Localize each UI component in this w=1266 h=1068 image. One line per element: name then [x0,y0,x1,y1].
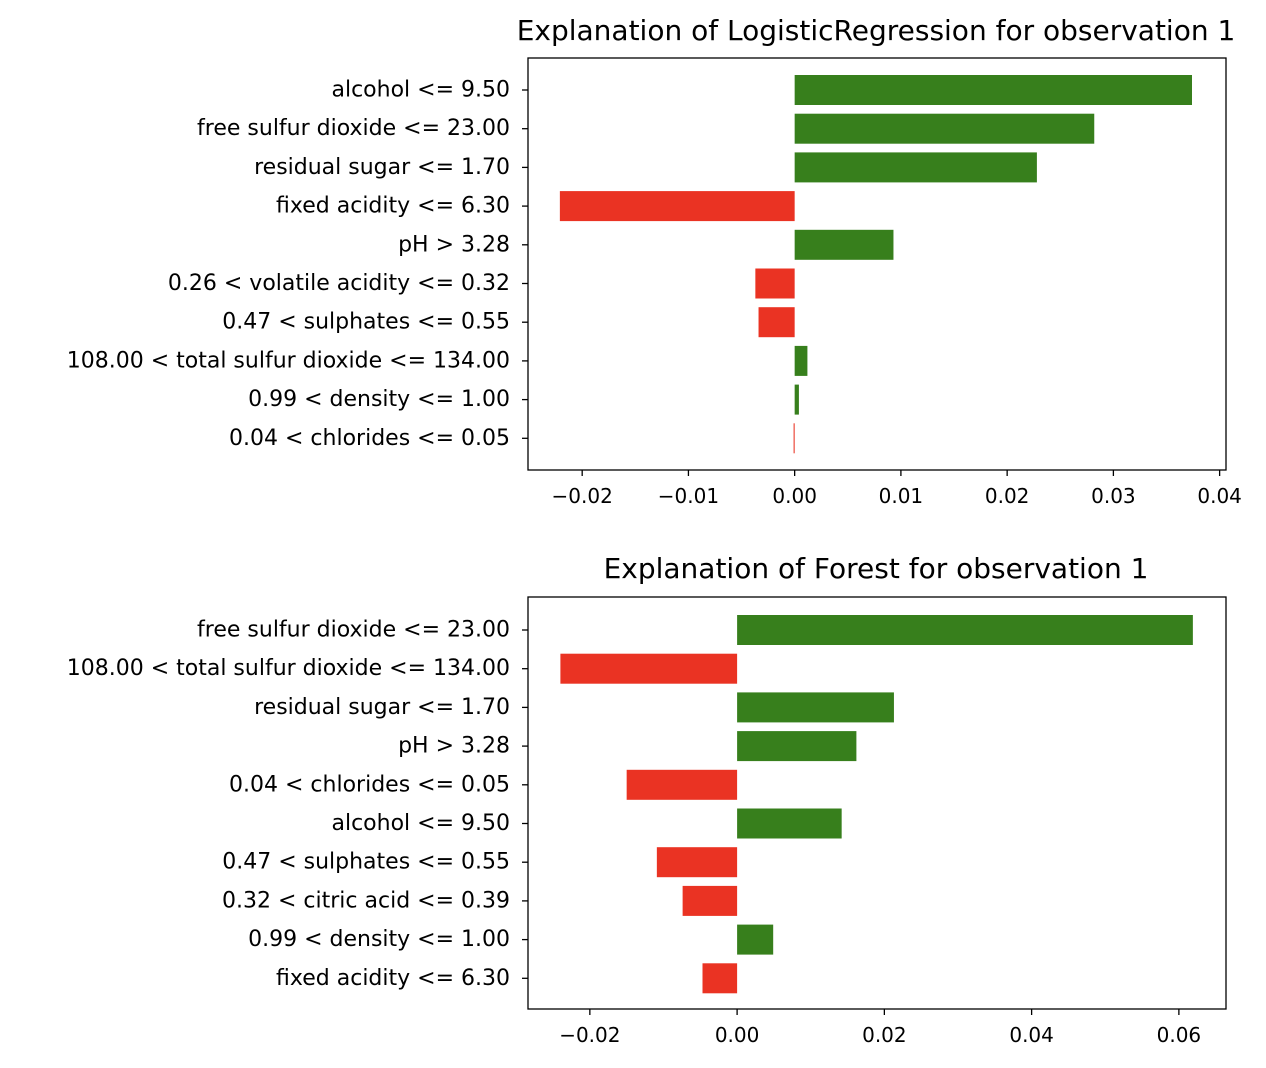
plot-frame [527,57,1227,471]
bar-5 [755,268,795,299]
category-label-9: 0.04 < chlorides <= 0.05 [229,426,510,451]
category-label-1: free sulfur dioxide <= 23.00 [197,116,510,141]
category-label-8: 0.99 < density <= 1.00 [248,927,510,952]
bar-6 [758,307,795,338]
x-tick-label-6: 0.04 [1197,484,1242,508]
bar-0 [794,75,1192,105]
x-tick-label-2: 0.00 [772,484,817,508]
chart-forest: Explanation of Forest for observation 1 … [67,552,1227,1047]
bar-9 [702,963,738,994]
x-tick-label-1: 0.00 [715,1023,760,1047]
category-label-5: 0.26 < volatile acidity <= 0.32 [168,271,510,296]
bar-8 [794,384,799,415]
category-label-6: 0.47 < sulphates <= 0.55 [222,850,510,875]
bar-6 [656,847,738,878]
bar-4 [794,229,894,260]
x-tick-label-3: 0.01 [879,484,924,508]
plot-frame [527,596,1227,1010]
bar-5 [737,808,842,839]
bar-3 [559,191,795,222]
category-label-4: 0.04 < chlorides <= 0.05 [229,772,510,797]
x-tick-label-1: −0.01 [658,484,719,508]
bar-2 [794,152,1037,183]
bar-8 [737,924,774,955]
bar-9 [793,423,795,454]
bar-7 [794,345,808,376]
category-label-7: 108.00 < total sulfur dioxide <= 134.00 [67,348,510,373]
x-tick-label-2: 0.02 [862,1023,907,1047]
bar-1 [560,653,738,684]
category-label-2: residual sugar <= 1.70 [254,155,510,180]
x-tick-label-0: −0.02 [559,1023,620,1047]
category-label-7: 0.32 < citric acid <= 0.39 [222,888,510,913]
bar-2 [737,692,894,723]
category-label-8: 0.99 < density <= 1.00 [248,387,510,412]
bar-7 [682,885,738,916]
category-label-3: pH > 3.28 [398,734,510,759]
bar-0 [737,615,1193,645]
chart-logistic-regression: Explanation of LogisticRegression for ob… [67,14,1242,508]
chart-title: Explanation of LogisticRegression for ob… [517,14,1236,47]
category-label-1: 108.00 < total sulfur dioxide <= 134.00 [67,656,510,681]
category-label-3: fixed acidity <= 6.30 [276,194,510,219]
category-label-4: pH > 3.28 [398,232,510,257]
x-tick-label-5: 0.03 [1091,484,1136,508]
bar-3 [737,731,857,762]
bar-4 [626,769,738,800]
category-label-6: 0.47 < sulphates <= 0.55 [222,310,510,335]
category-label-5: alcohol <= 9.50 [331,811,510,836]
category-label-0: free sulfur dioxide <= 23.00 [197,618,510,643]
category-label-9: fixed acidity <= 6.30 [276,966,510,991]
category-label-2: residual sugar <= 1.70 [254,695,510,720]
x-tick-label-3: 0.04 [1009,1023,1054,1047]
category-label-0: alcohol <= 9.50 [331,78,510,103]
x-tick-label-4: 0.02 [985,484,1030,508]
x-tick-label-0: −0.02 [552,484,613,508]
chart-title: Explanation of Forest for observation 1 [604,552,1149,585]
x-tick-label-4: 0.06 [1157,1023,1202,1047]
bar-1 [794,113,1095,144]
